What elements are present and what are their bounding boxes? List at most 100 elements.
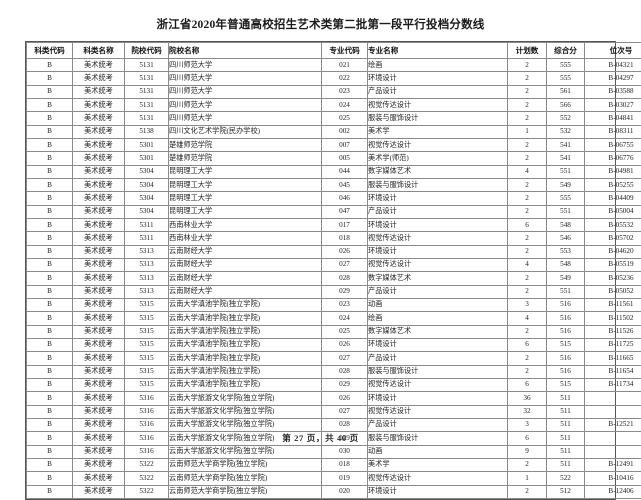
cell-yxdm: 5322 [125,485,169,498]
cell-klmc: 美术统考 [73,152,125,165]
cell-yxmc: 四川师范大学 [169,59,322,72]
cell-zymc: 视觉传达设计 [368,232,508,245]
cell-jhs: 4 [508,258,547,271]
cell-kldm: B [27,125,73,138]
cell-kldm: B [27,445,73,458]
cell-klmc: 美术统考 [73,338,125,351]
cell-zymc: 美术学(师范) [368,152,508,165]
cell-zydm: 028 [322,365,368,378]
cell-yxdm: 5315 [125,352,169,365]
cell-wch: B-04409 [585,192,641,205]
cell-zydm: 025 [322,325,368,338]
cell-zydm: 026 [322,392,368,405]
cell-yxmc: 昆明理工大学 [169,205,322,218]
cell-yxdm: 5322 [125,458,169,471]
cell-zymc: 动画 [368,298,508,311]
cell-kldm: B [27,85,73,98]
cell-zhf: 511 [547,445,585,458]
table-header: 科类代码科类名称院校代码院校名称专业代码专业名称计划数综合分位次号 [27,43,641,59]
cell-zhf: 566 [547,98,585,111]
cell-yxmc: 楚雄师范学院 [169,152,322,165]
cell-kldm: B [27,485,73,498]
cell-kldm: B [27,232,73,245]
cell-kldm: B [27,272,73,285]
cell-zymc: 动画 [368,445,508,458]
cell-zhf: 541 [547,138,585,151]
cell-yxmc: 云南大学滇池学院(独立学院) [169,338,322,351]
cell-klmc: 美术统考 [73,232,125,245]
cell-wch: B-12521 [585,418,641,431]
cell-zymc: 数字媒体艺术 [368,165,508,178]
cell-kldm: B [27,378,73,391]
cell-zhf: 516 [547,325,585,338]
cell-zydm: 007 [322,138,368,151]
cell-wch: B-10416 [585,472,641,485]
cell-jhs: 2 [508,245,547,258]
cell-klmc: 美术统考 [73,485,125,498]
cell-yxdm: 5315 [125,378,169,391]
cell-zymc: 环境设计 [368,218,508,231]
cell-yxdm: 5313 [125,285,169,298]
cell-klmc: 美术统考 [73,325,125,338]
cell-jhs: 2 [508,485,547,498]
cell-zydm: 020 [322,485,368,498]
cell-zydm: 017 [322,218,368,231]
cell-zydm: 029 [322,378,368,391]
cell-jhs: 2 [508,112,547,125]
cell-yxmc: 昆明理工大学 [169,165,322,178]
cell-jhs: 2 [508,285,547,298]
cell-klmc: 美术统考 [73,245,125,258]
cell-wch [585,405,641,418]
cell-yxdm: 5131 [125,72,169,85]
cell-zhf: 555 [547,59,585,72]
cell-kldm: B [27,112,73,125]
cell-jhs: 2 [508,325,547,338]
cell-klmc: 美术统考 [73,258,125,271]
cell-wch: B-03027 [585,98,641,111]
cell-zydm: 023 [322,298,368,311]
cell-yxdm: 5316 [125,392,169,405]
cell-zymc: 视觉传达设计 [368,138,508,151]
cell-zhf: 555 [547,192,585,205]
cell-wch: B-11665 [585,352,641,365]
cell-zydm: 024 [322,98,368,111]
cell-klmc: 美术统考 [73,418,125,431]
cell-yxdm: 5316 [125,445,169,458]
cell-zhf: 553 [547,245,585,258]
cell-yxdm: 5315 [125,365,169,378]
cell-yxdm: 5315 [125,298,169,311]
cell-yxmc: 昆明理工大学 [169,192,322,205]
cell-jhs: 2 [508,59,547,72]
column-header-yxmc: 院校名称 [169,43,322,59]
cell-yxdm: 5315 [125,325,169,338]
cell-yxmc: 四川师范大学 [169,98,322,111]
cell-klmc: 美术统考 [73,138,125,151]
cell-kldm: B [27,192,73,205]
cell-zymc: 环境设计 [368,192,508,205]
column-header-zhf: 综合分 [547,43,585,59]
cell-yxdm: 5304 [125,205,169,218]
cell-jhs: 6 [508,218,547,231]
cell-kldm: B [27,285,73,298]
cell-jhs: 1 [508,125,547,138]
cell-wch: B-03588 [585,85,641,98]
cell-jhs: 2 [508,72,547,85]
cell-klmc: 美术统考 [73,458,125,471]
cell-zymc: 数字媒体艺术 [368,325,508,338]
cell-wch: B-05519 [585,258,641,271]
cell-kldm: B [27,152,73,165]
column-header-wch: 位次号 [585,43,641,59]
cell-wch: B-11561 [585,298,641,311]
cell-klmc: 美术统考 [73,472,125,485]
cell-yxmc: 西南林业大学 [169,218,322,231]
